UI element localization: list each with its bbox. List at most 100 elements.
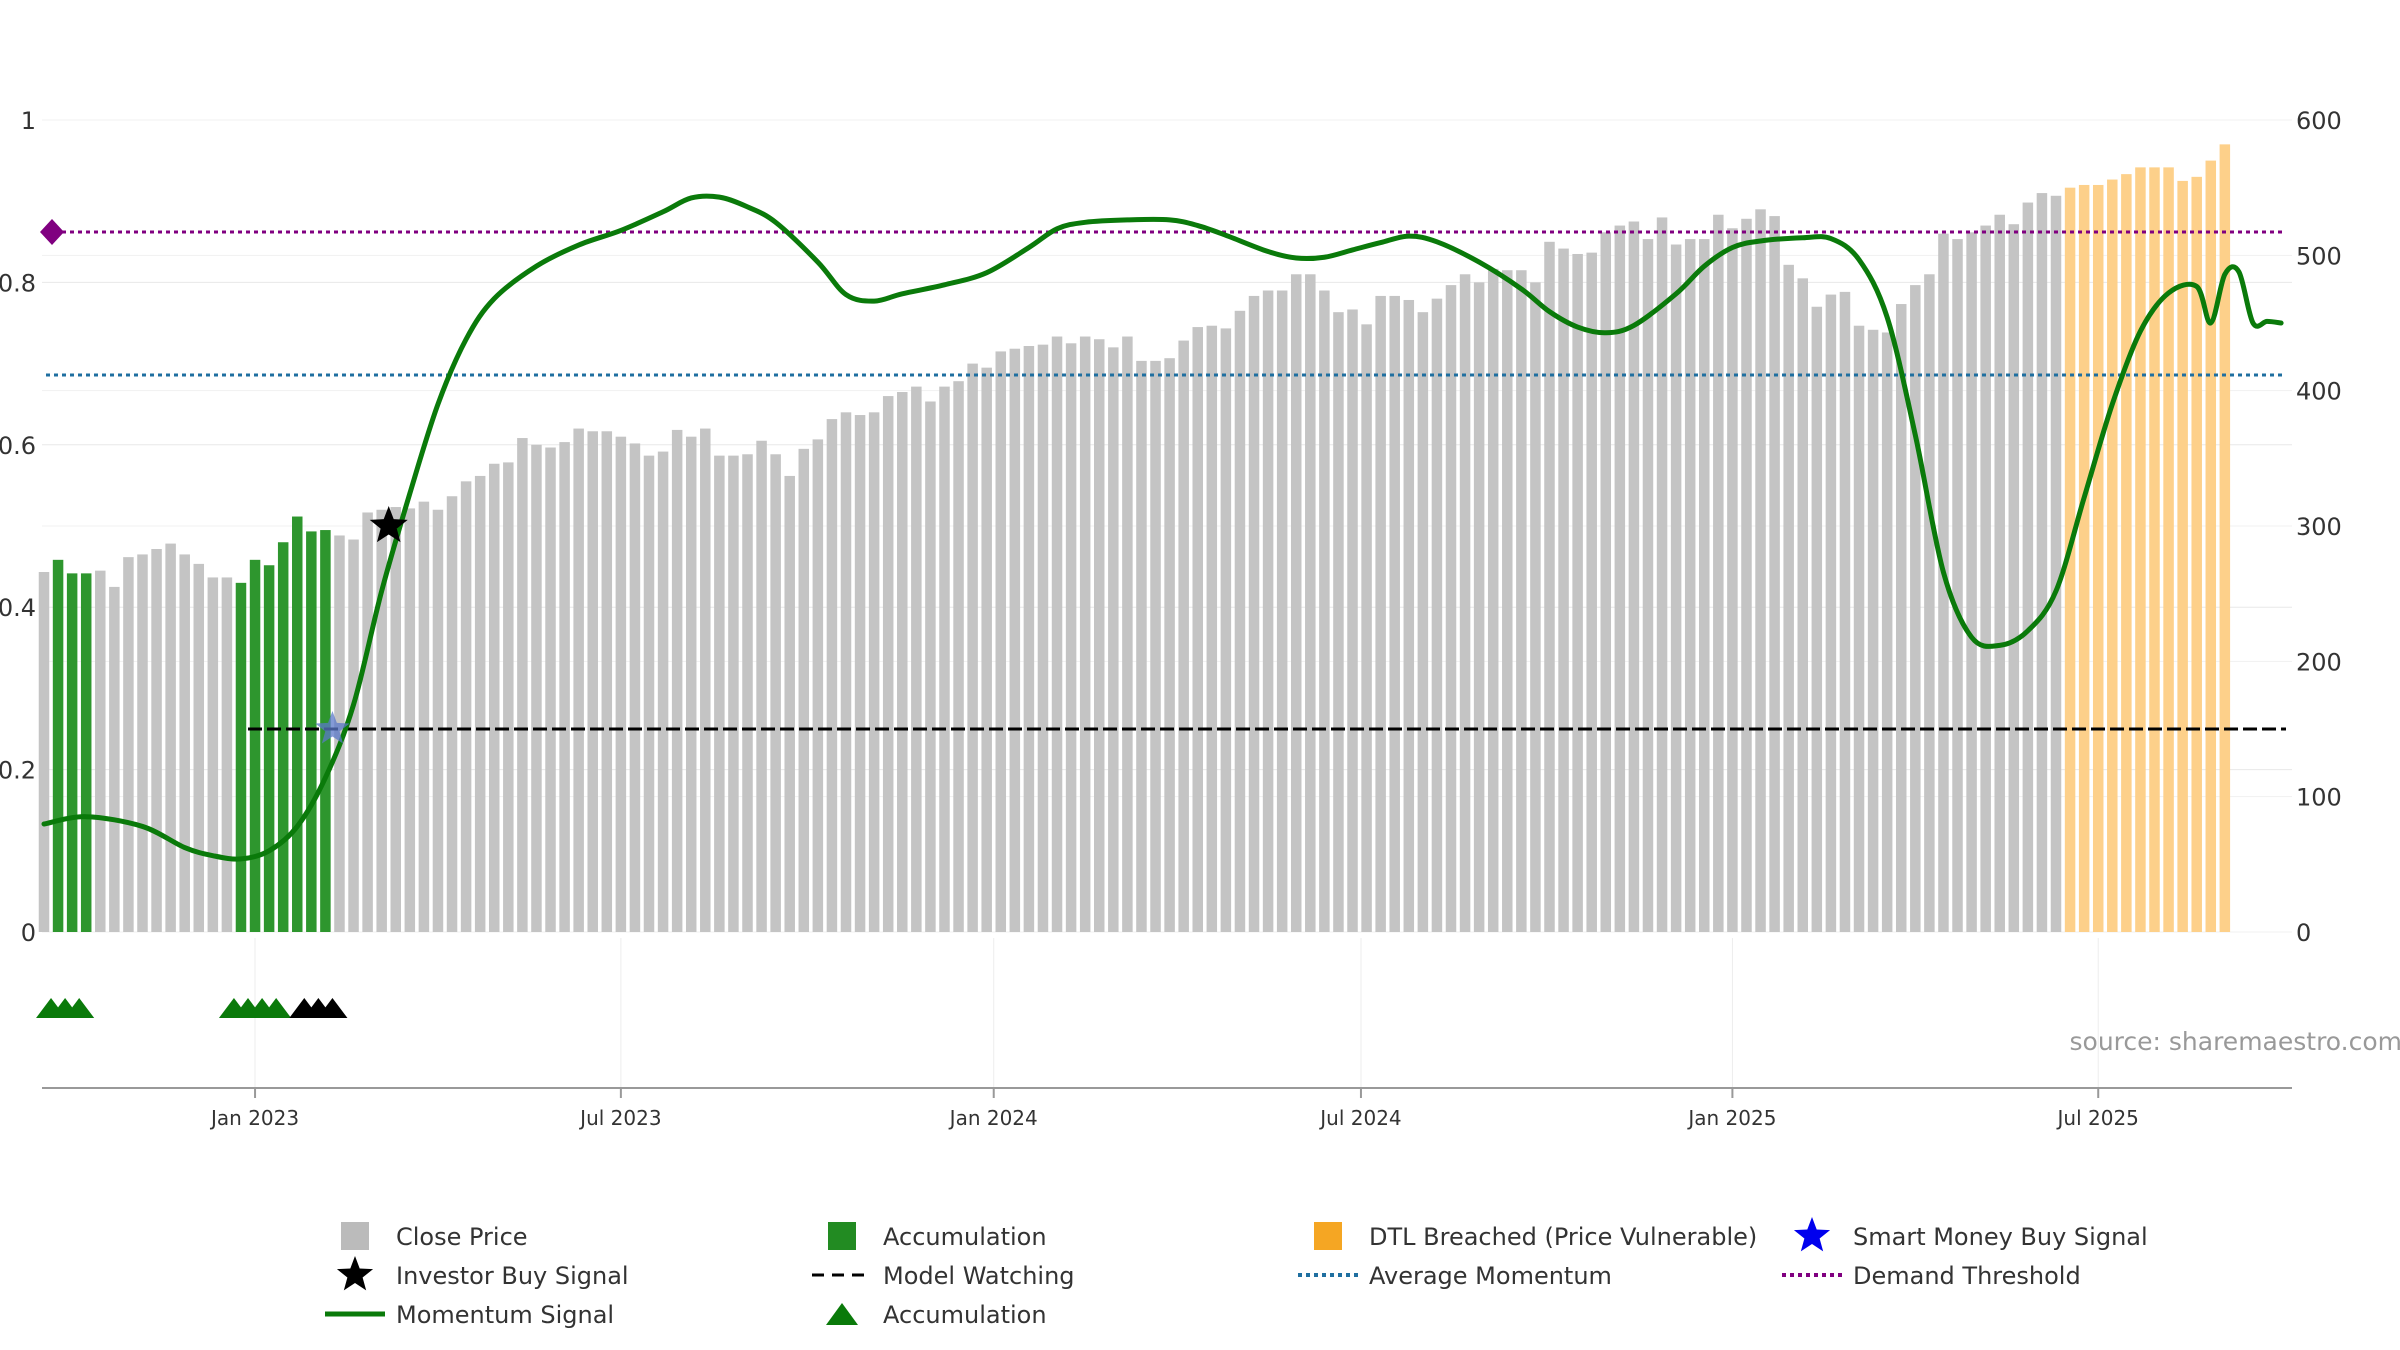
dtl-breached-bar xyxy=(2135,167,2146,932)
legend-label: Smart Money Buy Signal xyxy=(1853,1223,2148,1251)
close-price-bar xyxy=(1276,290,1288,932)
close-price-bar xyxy=(1938,233,1949,932)
close-price-bar xyxy=(1853,325,1865,933)
close-price-bar xyxy=(1361,324,1372,933)
right-axis-tick-label: 500 xyxy=(2296,242,2342,270)
close-price-bar xyxy=(1516,270,1527,933)
close-price-bar xyxy=(1783,264,1794,932)
close-price-bar xyxy=(714,455,725,932)
close-price-bar xyxy=(573,428,584,932)
x-axis-tick-label: Jul 2023 xyxy=(578,1106,661,1130)
dtl-breached-bar xyxy=(2149,167,2160,932)
accumulation-bar xyxy=(80,573,92,932)
close-price-bar xyxy=(123,557,134,932)
right-axis-tick-label: 200 xyxy=(2296,648,2342,676)
close-price-bar xyxy=(1108,347,1119,932)
close-price-bar xyxy=(1727,228,1738,932)
close-price-bar xyxy=(1164,358,1175,932)
close-price-bar xyxy=(2050,195,2062,933)
close-price-bar xyxy=(925,401,936,932)
legend-swatch-star xyxy=(1793,1217,1831,1252)
accumulation-bar xyxy=(277,542,289,932)
close-price-bar xyxy=(1558,248,1569,932)
close-price-bar xyxy=(165,543,176,932)
x-axis-tick-label: Jan 2024 xyxy=(948,1106,1038,1130)
close-price-bar xyxy=(1684,239,1696,933)
dtl-breached-bar xyxy=(2163,167,2174,932)
close-price-bar xyxy=(1136,360,1147,932)
close-price-bar xyxy=(1811,306,1823,932)
x-axis-tick-label: Jan 2025 xyxy=(1686,1106,1776,1130)
close-price-bar xyxy=(1389,295,1400,932)
x-axis-tick-label: Jul 2024 xyxy=(1318,1106,1401,1130)
dtl-breached-bar xyxy=(2191,176,2202,933)
close-price-bar xyxy=(685,436,697,932)
close-price-bar xyxy=(376,509,387,932)
dtl-breached-bar xyxy=(2064,187,2076,933)
legend-swatch-square xyxy=(828,1222,856,1250)
momentum-signal-line xyxy=(41,193,2284,862)
close-price-bar xyxy=(756,440,767,932)
legend-label: Close Price xyxy=(396,1223,528,1251)
close-price-bar xyxy=(911,386,922,932)
close-price-bar xyxy=(1178,340,1189,933)
close-price-bar xyxy=(1009,348,1021,933)
x-axis-tick-label: Jan 2023 xyxy=(209,1106,299,1130)
close-price-bar xyxy=(798,448,810,932)
close-price-bar xyxy=(1333,312,1344,932)
close-price-bar xyxy=(1924,274,1935,932)
x-axis-tick-label: Jul 2025 xyxy=(2056,1106,2139,1130)
close-price-bar xyxy=(1881,332,1893,933)
close-price-bar xyxy=(981,367,992,932)
left-axis-tick-label: 1 xyxy=(21,107,36,135)
close-price-bar xyxy=(151,549,162,932)
close-price-bar xyxy=(531,444,542,932)
close-price-bar xyxy=(418,501,430,932)
left-axis-tick-label: 0.6 xyxy=(0,432,36,460)
close-price-bar xyxy=(1417,312,1429,932)
close-price-bar xyxy=(1220,328,1232,932)
close-price-bar xyxy=(2036,193,2048,932)
accumulation-bar xyxy=(249,559,261,932)
legend-swatch-triangle xyxy=(826,1303,858,1325)
close-price-bar xyxy=(1037,344,1049,932)
legend-label: DTL Breached (Price Vulnerable) xyxy=(1369,1223,1757,1251)
close-price-bar xyxy=(812,439,824,932)
close-price-bar xyxy=(1459,274,1471,932)
close-price-bar xyxy=(601,431,613,932)
close-price-bar xyxy=(503,462,514,932)
legend-swatch-square xyxy=(1314,1222,1342,1250)
close-price-bar xyxy=(179,554,190,932)
close-price-bar xyxy=(1305,274,1316,932)
close-price-bar xyxy=(728,455,739,932)
accumulation-bar xyxy=(292,516,303,932)
right-axis-tick-label: 400 xyxy=(2296,378,2342,406)
legend-swatch-star xyxy=(336,1256,374,1291)
close-price-bar xyxy=(1839,291,1851,932)
dtl-breached-bar xyxy=(2121,174,2132,932)
close-price-bar xyxy=(1952,239,1963,933)
close-price-bar xyxy=(1600,232,1612,932)
close-price-bar xyxy=(1234,310,1246,932)
close-price-bar xyxy=(1051,336,1063,932)
price-bars xyxy=(38,144,2231,933)
close-price-bar xyxy=(137,554,148,932)
close-price-bar xyxy=(770,454,781,932)
close-price-bar xyxy=(1670,244,1682,932)
close-price-bar xyxy=(1375,295,1386,932)
close-price-bar xyxy=(432,509,444,932)
dtl-breached-bar xyxy=(2205,160,2217,933)
legend: Close Price Accumulation DTL Breached (Pri… xyxy=(325,1217,2148,1329)
investor-triangle xyxy=(317,998,348,1018)
close-price-bar xyxy=(1910,285,1921,932)
close-price-bar xyxy=(840,412,852,932)
close-price-bar xyxy=(1614,225,1626,932)
close-price-bar xyxy=(1699,239,1710,933)
reference-lines xyxy=(40,219,2286,731)
close-price-bar xyxy=(1347,309,1358,933)
close-price-bar xyxy=(1628,221,1640,932)
dtl-breached-bar xyxy=(2078,184,2090,932)
close-price-bar xyxy=(1445,285,1457,932)
close-price-bar xyxy=(1867,329,1879,932)
